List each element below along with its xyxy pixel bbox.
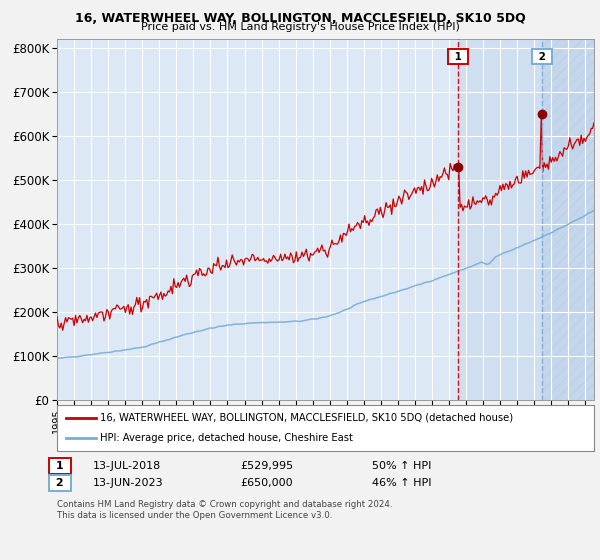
Text: 16, WATERWHEEL WAY, BOLLINGTON, MACCLESFIELD, SK10 5DQ: 16, WATERWHEEL WAY, BOLLINGTON, MACCLESF… [74, 12, 526, 25]
Text: 46% ↑ HPI: 46% ↑ HPI [372, 478, 431, 488]
Bar [542, 39, 594, 400]
Text: Contains HM Land Registry data © Crown copyright and database right 2024.
This d: Contains HM Land Registry data © Crown c… [57, 500, 392, 520]
Text: 13-JUL-2018: 13-JUL-2018 [93, 461, 161, 471]
Text: 1: 1 [451, 52, 466, 62]
Text: £529,995: £529,995 [240, 461, 293, 471]
Text: 50% ↑ HPI: 50% ↑ HPI [372, 461, 431, 471]
Text: £650,000: £650,000 [240, 478, 293, 488]
Text: 2: 2 [52, 478, 68, 488]
Text: HPI: Average price, detached house, Cheshire East: HPI: Average price, detached house, Ches… [100, 433, 353, 443]
Text: Price paid vs. HM Land Registry's House Price Index (HPI): Price paid vs. HM Land Registry's House … [140, 22, 460, 32]
Text: 13-JUN-2023: 13-JUN-2023 [93, 478, 164, 488]
Text: 2: 2 [535, 52, 549, 62]
Text: 16, WATERWHEEL WAY, BOLLINGTON, MACCLESFIELD, SK10 5DQ (detached house): 16, WATERWHEEL WAY, BOLLINGTON, MACCLESF… [100, 413, 514, 423]
Bar [458, 39, 594, 400]
Text: 1: 1 [52, 461, 68, 471]
